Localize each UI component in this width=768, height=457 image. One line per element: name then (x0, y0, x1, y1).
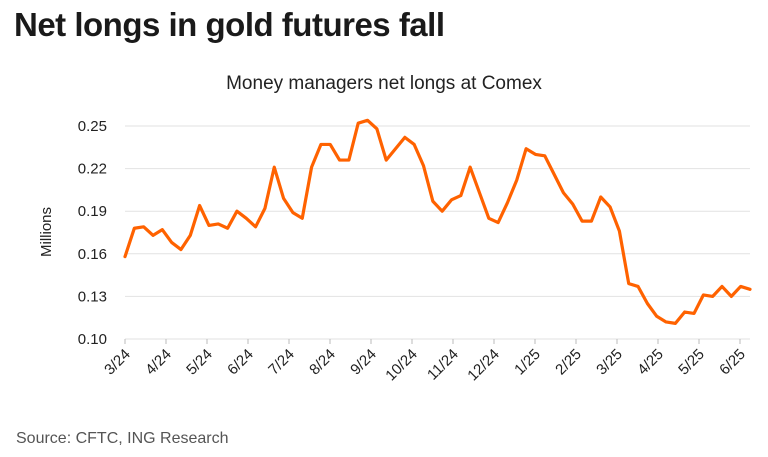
y-axis-ticks: 0.25 0.22 0.19 0.16 0.13 0.10 (78, 118, 107, 348)
y-tick-label: 0.16 (78, 246, 107, 263)
x-tick-label: 7/24 (265, 346, 298, 379)
x-axis-ticks: 3/24 4/24 5/24 6/24 7/24 8/24 9/24 10/24 11/24 12… (101, 339, 749, 384)
x-tick-label: 9/24 (347, 346, 380, 379)
x-tick-label: 6/25 (716, 346, 749, 379)
chart-title: Money managers net longs at Comex (226, 73, 542, 94)
x-tick-label: 5/24 (183, 346, 216, 379)
x-tick-label: 6/24 (224, 346, 257, 379)
x-tick-label: 12/24 (464, 346, 503, 385)
x-tick-label: 4/25 (634, 346, 667, 379)
y-tick-label: 0.10 (78, 331, 107, 348)
x-tick-label: 3/25 (593, 346, 626, 379)
y-tick-label: 0.25 (78, 118, 107, 135)
x-tick-label: 4/24 (142, 346, 175, 379)
series-line (123, 118, 752, 325)
x-tick-label: 1/25 (511, 346, 544, 379)
y-tick-label: 0.13 (78, 288, 107, 305)
x-tick-label: 11/24 (424, 346, 462, 384)
x-tick-label: 3/24 (101, 346, 134, 379)
x-tick-label: 10/24 (382, 346, 421, 385)
y-axis-label: Millions (38, 207, 55, 257)
source-note: Source: CFTC, ING Research (16, 430, 229, 447)
x-tick-label: 8/24 (306, 346, 339, 379)
x-tick-label: 2/25 (552, 346, 585, 379)
headline: Net longs in gold futures fall (14, 6, 445, 43)
gridlines (125, 125, 750, 340)
y-tick-label: 0.19 (78, 203, 107, 220)
x-tick-label: 5/25 (675, 346, 708, 379)
y-tick-label: 0.22 (78, 161, 107, 178)
